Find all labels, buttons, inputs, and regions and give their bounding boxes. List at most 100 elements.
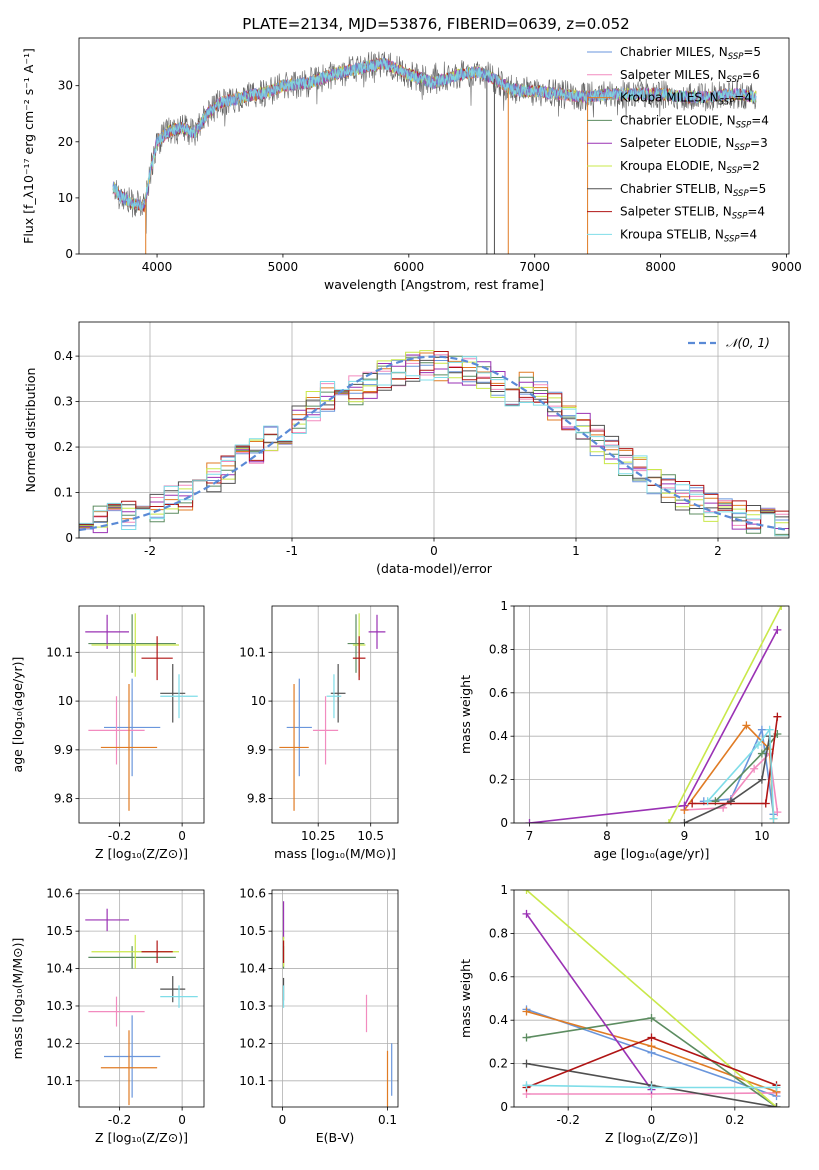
weight-marker: [647, 1014, 656, 1023]
x-tick-label: 10: [754, 829, 769, 843]
y-tick-label: 10: [58, 694, 73, 708]
errorbar-chabrier-elodie: [88, 946, 176, 969]
x-tick-label: 9000: [771, 260, 802, 274]
weight-marker: [647, 1083, 656, 1092]
errorbar-kroupa-stelib: [160, 674, 198, 719]
x-axis-label: E(B-V): [316, 1130, 355, 1145]
weight-marker: [647, 1042, 656, 1051]
weight-marker: [773, 625, 782, 634]
x-tick-label: 9: [681, 829, 689, 843]
weight-marker: [680, 819, 689, 823]
legend-label: 𝒩(0, 1): [726, 336, 770, 350]
plot-area-residuals: [79, 350, 789, 538]
weight-marker: [761, 799, 770, 808]
x-tick-label: 0.1: [378, 1113, 397, 1127]
y-tick-label: 0: [500, 1100, 508, 1114]
grid-mass-vs-EBV: [272, 890, 398, 1107]
x-axis-label: Z [log₁₀(Z/Z⊙)]: [605, 1130, 698, 1145]
y-tick-label: 1: [500, 599, 508, 613]
y-tick-label: 0.8: [489, 642, 508, 656]
weight-line-kroupa-elodie: [668, 606, 783, 823]
figure-title: PLATE=2134, MJD=53876, FIBERID=0639, z=0…: [242, 15, 629, 33]
legend-label: Salpeter MILES, NSSP=6: [620, 68, 760, 85]
y-tick-label: 10.5: [46, 924, 73, 938]
weight-marker: [757, 725, 766, 734]
y-tick-label: 10: [251, 694, 266, 708]
y-tick-label: 10.3: [239, 999, 266, 1013]
weight-marker: [522, 1033, 531, 1042]
errorbar-salpeter-miles: [312, 696, 339, 765]
axes-frame: [78, 37, 790, 255]
y-axis-label: mass [log₁₀(M/M⊙)]: [10, 938, 25, 1060]
y-axis-label: age [log₁₀(age/yr)]: [10, 657, 25, 773]
x-tick-label: -1: [286, 544, 298, 558]
weight-marker: [525, 819, 534, 823]
grid-age-vs-Z: [79, 606, 204, 823]
y-tick-label: 10.3: [46, 999, 73, 1013]
x-tick-label: 0: [178, 1113, 186, 1127]
y-tick-label: 10.4: [46, 962, 73, 976]
weight-marker: [742, 721, 751, 730]
x-tick-label: 0: [178, 829, 186, 843]
axes-mass-weight-vs-Z: -0.2 0 0.2 0 0.2 0.4 0.6 0.8 1 Z [log₁₀(Z/Z⊙)] mas…: [458, 883, 790, 1145]
errorbar-salpeter-elodie: [85, 908, 129, 932]
x-tick-label: 1: [572, 544, 580, 558]
weight-marker: [773, 808, 782, 817]
x-axis-label: (data-model)/error: [376, 561, 493, 576]
y-tick-label: 20: [58, 135, 73, 149]
errorbar-kroupa-miles: [279, 684, 309, 811]
errorbar-kroupa-miles: [100, 684, 158, 811]
weight-marker: [522, 1007, 531, 1016]
errorbar-salpeter-stelib: [141, 636, 173, 681]
weight-marker: [647, 1033, 656, 1042]
legend-label: Kroupa MILES, NSSP=4: [620, 91, 752, 108]
y-tick-label: 10.1: [239, 1074, 266, 1088]
y-tick-label: 0.1: [54, 486, 73, 500]
y-tick-label: 0: [65, 247, 73, 261]
axes-mass-vs-Z: -0.2 0 10.1 10.2 10.3 10.4 10.5 10.6 Z [log₁₀(Z/…: [10, 887, 205, 1145]
weight-marker: [664, 819, 673, 823]
plot-area-mass-weight-vs-Z: [522, 890, 781, 1107]
weight-line-kroupa-stelib: [707, 727, 775, 819]
legend-label: Chabrier STELIB, NSSP=5: [620, 182, 766, 199]
y-tick-label: 10.1: [46, 645, 73, 659]
spectrum-legend: Chabrier MILES, NSSP=5 Salpeter MILES, NS…: [587, 45, 769, 244]
errorbar-kroupa-miles: [100, 1030, 158, 1106]
spectrum-kroupa-stelib: [112, 58, 757, 212]
y-tick-label: 0.6: [489, 970, 508, 984]
legend-label: Chabrier ELODIE, NSSP=4: [620, 113, 769, 130]
y-tick-label: 10.2: [239, 1036, 266, 1050]
y-axis-label: mass weight: [458, 675, 473, 754]
errorbar-salpeter-elodie: [85, 614, 129, 649]
x-tick-label: 7000: [519, 260, 550, 274]
x-tick-label: -0.2: [556, 1113, 579, 1127]
y-tick-label: 10.6: [46, 887, 73, 901]
axes-spectrum: 4000 5000 6000 7000 8000 9000 0 10 20 30 wavelengt…: [21, 37, 802, 292]
x-tick-label: 0: [430, 544, 438, 558]
y-tick-label: 0.4: [489, 729, 508, 743]
normal-curve: [79, 355, 789, 532]
histogram-legend: 𝒩(0, 1): [688, 336, 770, 350]
errorbar-chabrier-stelib: [160, 976, 186, 1003]
y-tick-label: 10.6: [239, 887, 266, 901]
errorbar-salpeter-miles: [88, 996, 145, 1027]
x-tick-label: 10.25: [301, 829, 335, 843]
axes-age-vs-Z: -0.2 0 9.8 9.9 10 10.1 Z [log₁₀(Z/Z⊙)] age [log…: [10, 605, 205, 861]
errorbar-chabrier-stelib: [160, 664, 186, 723]
axes-frame: [78, 605, 205, 824]
y-tick-label: 9.8: [247, 792, 266, 806]
y-tick-label: 10.2: [46, 1036, 73, 1050]
weight-line-chabrier-stelib: [684, 736, 771, 823]
errorbar-kroupa-stelib: [160, 985, 198, 1008]
y-tick-label: 0.2: [54, 440, 73, 454]
plot-area-mass-vs-Z: [85, 908, 198, 1106]
x-axis-label: wavelength [Angstrom, rest frame]: [324, 277, 544, 292]
x-tick-label: 4000: [142, 260, 173, 274]
y-tick-label: 10.4: [239, 962, 266, 976]
x-tick-label: 8000: [645, 260, 676, 274]
x-axis-label: mass [log₁₀(M/M⊙)]: [274, 846, 396, 861]
x-tick-label: 0: [648, 1113, 656, 1127]
errorbar-chabrier-elodie: [88, 614, 176, 673]
y-tick-label: 9.9: [247, 743, 266, 757]
